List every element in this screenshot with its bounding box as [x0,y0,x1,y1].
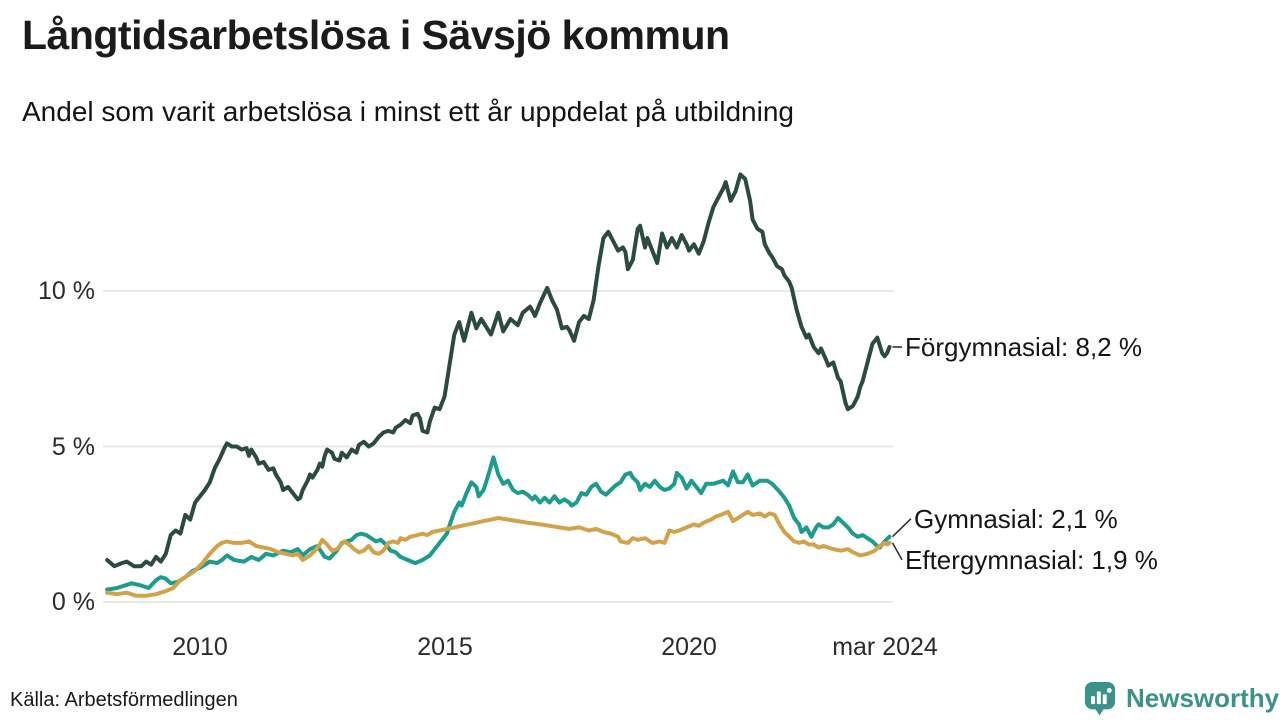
newsworthy-branding: Newsworthy [1083,681,1279,716]
series-label-gymnasial: Gymnasial: 2,1 % [914,504,1118,534]
x-tick-label-2020: 2020 [661,633,717,661]
series-line-eftergymnasial [105,509,892,598]
connector-gymnasial [891,518,912,538]
newsworthy-wordmark: Newsworthy [1126,683,1280,713]
y-tick-label-5: 5 % [51,433,95,461]
x-tick-label-2015: 2015 [417,633,473,661]
y-tick-label-10: 10 % [38,277,95,305]
page-subtitle: Andel som varit arbetslösa i minst ett å… [22,96,794,127]
series-lines [105,172,892,598]
label-connectors [891,346,912,561]
series-label-forgymnasial: Förgymnasial: 8,2 % [905,332,1142,362]
x-tick-label-mar-2024: mar 2024 [832,633,938,661]
series-line-forgymnasial [105,172,892,569]
series-label-eftergymnasial: Eftergymnasial: 1,9 % [905,545,1158,575]
gridlines [103,290,893,603]
connector-eftergymnasial [891,542,903,561]
x-tick-label-2010: 2010 [172,633,228,661]
bar-chart-bubble-icon [1084,681,1116,716]
source-note: Källa: Arbetsförmedlingen [10,689,238,711]
series-line-gymnasial [105,455,892,592]
page-title: Långtidsarbetslösa i Sävsjö kommun [22,12,730,58]
y-tick-label-0: 0 % [51,588,95,616]
